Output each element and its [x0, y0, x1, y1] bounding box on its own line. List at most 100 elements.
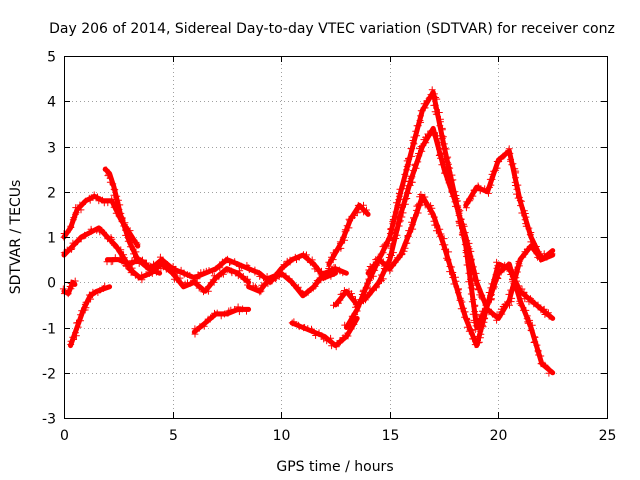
data-point-marker	[465, 318, 473, 326]
data-point-marker	[206, 315, 214, 323]
data-point-marker	[375, 256, 383, 264]
data-point-marker	[320, 274, 328, 282]
data-point-marker	[546, 366, 554, 374]
data-point-marker	[433, 135, 441, 143]
data-point-marker	[234, 272, 242, 280]
data-point-marker	[257, 287, 265, 295]
data-point-marker	[381, 262, 388, 270]
data-point-marker	[543, 253, 551, 261]
data-point-marker	[74, 238, 82, 246]
data-point-marker	[508, 275, 516, 283]
series-markers	[325, 201, 370, 270]
data-point-marker	[405, 227, 413, 235]
data-point-marker	[347, 325, 355, 333]
data-point-marker	[72, 332, 80, 340]
data-point-marker	[394, 202, 402, 210]
data-point-marker	[121, 221, 129, 229]
data-point-marker	[535, 251, 543, 259]
data-point-marker	[327, 272, 335, 280]
data-point-marker	[340, 287, 348, 294]
data-point-marker	[77, 235, 85, 243]
data-point-marker	[485, 289, 493, 296]
data-point-marker	[66, 283, 74, 290]
data-point-marker	[458, 298, 466, 306]
data-point-marker	[399, 209, 407, 217]
data-point-marker	[420, 100, 428, 108]
x-tick-label: 25	[599, 428, 617, 444]
data-point-marker	[445, 167, 452, 175]
data-point-marker	[409, 137, 417, 144]
y-tick-label: 3	[47, 141, 56, 157]
data-point-marker	[143, 263, 151, 271]
data-point-marker	[204, 283, 212, 291]
data-point-marker	[514, 181, 522, 189]
data-point-marker	[431, 101, 439, 109]
data-point-marker	[545, 312, 553, 320]
data-point-marker	[128, 267, 136, 275]
data-point-marker	[177, 266, 185, 274]
data-point-marker	[330, 301, 337, 309]
data-point-marker	[359, 286, 367, 294]
data-point-marker	[449, 176, 457, 184]
data-point-marker	[201, 319, 209, 327]
data-point-marker	[505, 265, 513, 273]
data-point-marker	[395, 196, 403, 204]
data-point-marker	[465, 269, 473, 277]
data-point-marker	[523, 245, 531, 253]
data-point-marker	[444, 256, 452, 264]
data-point-marker	[476, 187, 484, 195]
data-point-marker	[302, 252, 310, 260]
data-point-marker	[239, 272, 247, 280]
data-point-marker	[501, 151, 509, 159]
x-tick-label: 10	[273, 428, 291, 444]
data-point-marker	[497, 155, 505, 163]
data-point-marker	[64, 290, 72, 298]
data-point-marker	[445, 248, 453, 256]
data-point-marker	[426, 93, 434, 101]
data-point-marker	[392, 235, 400, 242]
data-point-marker	[545, 369, 553, 377]
data-point-marker	[481, 314, 489, 322]
data-point-marker	[528, 296, 536, 304]
data-point-marker	[447, 183, 455, 191]
data-point-marker	[436, 232, 444, 240]
data-point-marker	[468, 298, 476, 306]
data-point-marker	[412, 164, 420, 172]
data-point-marker	[325, 258, 333, 266]
data-point-marker	[344, 332, 352, 340]
data-point-marker	[404, 190, 412, 197]
data-point-marker	[414, 158, 422, 166]
data-point-marker	[82, 231, 90, 239]
data-point-marker	[433, 95, 441, 103]
data-point-marker	[368, 286, 376, 294]
data-point-marker	[113, 192, 121, 200]
data-point-marker	[475, 338, 483, 346]
data-point-marker	[463, 198, 471, 206]
data-point-marker	[101, 282, 109, 290]
data-point-marker	[404, 232, 412, 239]
data-point-marker	[341, 321, 349, 329]
data-point-marker	[479, 321, 487, 329]
data-point-marker	[515, 193, 523, 201]
y-tick-label: 1	[47, 231, 56, 247]
data-point-marker	[312, 262, 319, 270]
data-point-marker	[454, 289, 462, 297]
data-point-marker	[450, 280, 458, 288]
data-point-marker	[392, 208, 400, 216]
data-point-marker	[327, 253, 335, 261]
data-point-marker	[390, 249, 397, 257]
data-point-marker	[279, 264, 287, 271]
data-point-marker	[170, 275, 178, 283]
data-point-marker	[462, 204, 470, 212]
data-point-marker	[463, 237, 471, 245]
data-point-marker	[72, 210, 79, 218]
data-point-marker	[195, 324, 203, 332]
data-point-marker	[467, 290, 475, 298]
data-point-marker	[432, 227, 440, 235]
x-tick-label: 5	[169, 428, 178, 444]
data-point-marker	[349, 293, 356, 301]
data-point-marker	[428, 204, 436, 212]
series-track-e	[67, 282, 113, 349]
data-point-marker	[202, 267, 210, 275]
data-point-marker	[454, 203, 462, 211]
